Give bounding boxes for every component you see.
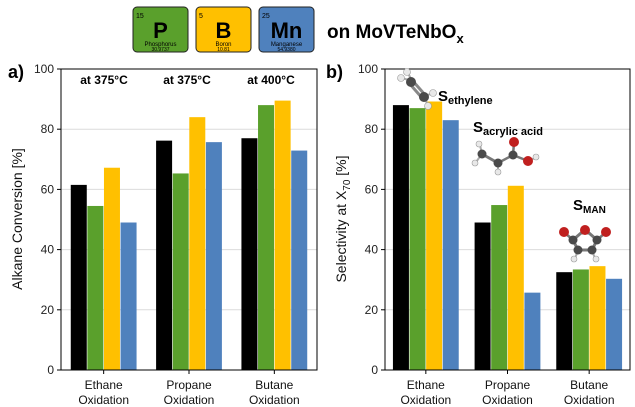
bar bbox=[474, 222, 491, 370]
x-tick-label: Oxidation bbox=[249, 393, 300, 407]
x-tick-label: Propane bbox=[166, 378, 212, 392]
x-tick-label: Propane bbox=[485, 378, 531, 392]
x-tick-label: Butane bbox=[255, 378, 293, 392]
tile-background bbox=[258, 6, 315, 53]
bar bbox=[172, 173, 189, 370]
element-symbol: P bbox=[153, 18, 168, 43]
catalyst-label: on MoVTeNbOx bbox=[327, 22, 464, 46]
y-tick-label: 20 bbox=[41, 303, 55, 317]
bar bbox=[291, 150, 308, 370]
catalyst-label-main: on MoVTeNbO bbox=[327, 22, 456, 43]
ethylene-molecule-icon bbox=[397, 68, 437, 110]
bar bbox=[120, 222, 137, 370]
y-tick-label: 0 bbox=[371, 363, 378, 377]
element-tile-phosphorus: 15 P Phosphorus 30.9737 bbox=[132, 6, 189, 53]
element-name: Boron bbox=[215, 42, 231, 48]
bar bbox=[103, 167, 120, 370]
bar bbox=[392, 105, 409, 371]
maleic-anhydride-molecule-icon bbox=[559, 225, 611, 263]
atomic-mass: 10.81 bbox=[217, 47, 230, 53]
element-tile-boron: 5 B Boron 10.81 bbox=[195, 6, 252, 53]
annotation-s-ethylene: Sethylene bbox=[438, 88, 493, 107]
bar bbox=[156, 140, 173, 370]
x-tick-label: Butane bbox=[570, 378, 608, 392]
y-tick-label: 0 bbox=[47, 363, 54, 377]
x-tick-label: Ethane bbox=[85, 378, 123, 392]
x-tick-label: Oxidation bbox=[400, 393, 451, 407]
element-symbol: Mn bbox=[271, 18, 303, 43]
bar bbox=[426, 101, 443, 371]
bar bbox=[507, 185, 524, 370]
bar bbox=[409, 108, 426, 370]
y-tick-label: 60 bbox=[41, 182, 55, 196]
y-tick-label: 20 bbox=[365, 303, 379, 317]
atomic-number: 15 bbox=[136, 13, 144, 20]
y-tick-label: 80 bbox=[365, 122, 379, 136]
annotation-temp-butane: at 400°C bbox=[247, 73, 295, 87]
element-symbol: B bbox=[216, 18, 232, 43]
bar bbox=[442, 120, 459, 370]
panel-label-b: b) bbox=[326, 62, 343, 82]
x-tick-label: Ethane bbox=[407, 378, 445, 392]
y-axis-label-sub: 70 bbox=[342, 179, 353, 191]
annotation-s-acrylic-acid: Sacrylic acid bbox=[473, 119, 543, 138]
catalyst-label-subscript: x bbox=[456, 31, 464, 46]
atomic-mass: 54.9380 bbox=[277, 47, 295, 53]
y-tick-label: 100 bbox=[358, 62, 378, 76]
atomic-number: 25 bbox=[262, 13, 270, 20]
annotation-temp-ethane: at 375°C bbox=[80, 73, 128, 87]
y-axis-label-b: Selectivity at X70 [%] bbox=[333, 155, 353, 282]
acrylic-acid-molecule-icon bbox=[471, 137, 540, 176]
annotation-temp-propane: at 375°C bbox=[163, 73, 211, 87]
atomic-mass: 30.9737 bbox=[151, 47, 169, 53]
bar bbox=[491, 205, 508, 370]
y-axis-label-tail: [%] bbox=[333, 155, 349, 179]
x-tick-label: Oxidation bbox=[482, 393, 533, 407]
panel-label-a: a) bbox=[8, 62, 24, 82]
y-axis-label-a: Alkane Conversion [%] bbox=[9, 148, 25, 290]
bar bbox=[258, 105, 275, 371]
atomic-number: 5 bbox=[199, 13, 203, 20]
x-tick-label: Oxidation bbox=[164, 393, 215, 407]
bar bbox=[556, 272, 573, 370]
bar bbox=[87, 205, 104, 370]
y-tick-label: 40 bbox=[41, 243, 55, 257]
y-axis-label-main: Selectivity at X bbox=[333, 190, 349, 282]
bar bbox=[70, 184, 87, 370]
tile-background bbox=[195, 6, 252, 53]
annotation-s-man: SMAN bbox=[573, 197, 606, 216]
bar bbox=[274, 100, 291, 370]
x-tick-label: Oxidation bbox=[564, 393, 615, 407]
y-tick-label: 60 bbox=[365, 182, 379, 196]
y-tick-label: 80 bbox=[41, 122, 55, 136]
bar bbox=[572, 269, 589, 370]
bar bbox=[205, 142, 222, 370]
bar bbox=[241, 138, 258, 370]
bar bbox=[606, 278, 623, 370]
x-tick-label: Oxidation bbox=[78, 393, 129, 407]
y-tick-label: 100 bbox=[34, 62, 54, 76]
element-tile-manganese: 25 Mn Manganese 54.9380 bbox=[258, 6, 315, 53]
bar bbox=[189, 117, 206, 370]
element-name: Phosphorus bbox=[144, 42, 176, 48]
bar bbox=[589, 266, 606, 370]
bar bbox=[524, 292, 541, 370]
tile-background bbox=[132, 6, 189, 53]
y-tick-label: 40 bbox=[365, 243, 379, 257]
element-name: Manganese bbox=[271, 42, 303, 48]
